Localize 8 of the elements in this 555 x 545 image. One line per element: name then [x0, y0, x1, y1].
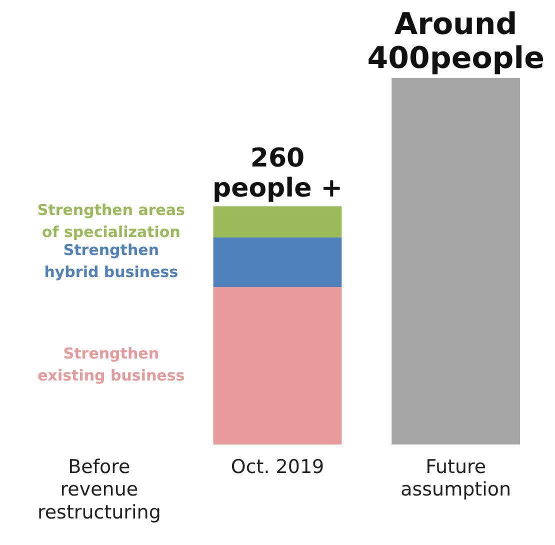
series-label: Strengthen existing business — [38, 344, 185, 385]
x-tick-label: Before revenue restructuring — [37, 456, 161, 524]
annotation: Around 400people — [367, 7, 544, 76]
text: Strengthen hybrid business — [44, 241, 178, 282]
series-label: Strengthen areas of specialization — [37, 200, 186, 241]
x-tick-label: Future assumption — [400, 456, 512, 501]
x-tick-label: Oct. 2019 — [230, 456, 324, 478]
annotation: 260 people + — [212, 143, 343, 204]
